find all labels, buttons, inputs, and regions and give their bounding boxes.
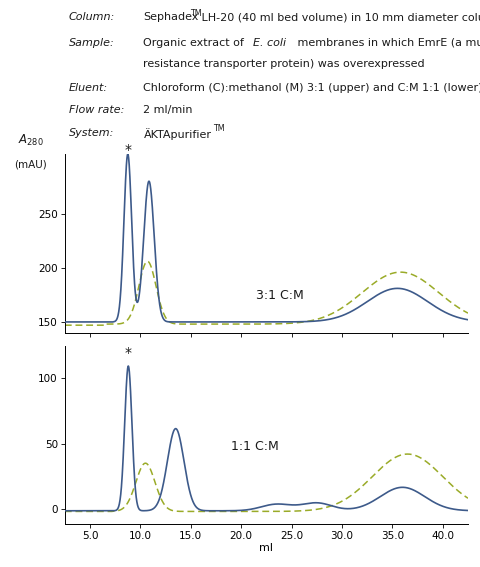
Text: E. coli: E. coli — [253, 37, 287, 48]
Text: $A_{280}$: $A_{280}$ — [18, 133, 44, 148]
Text: Sample:: Sample: — [69, 37, 115, 48]
Text: membranes in which EmrE (a multidrug: membranes in which EmrE (a multidrug — [294, 37, 480, 48]
Text: Organic extract of: Organic extract of — [144, 37, 248, 48]
Text: Sephadex: Sephadex — [144, 12, 199, 23]
Text: Flow rate:: Flow rate: — [69, 105, 124, 115]
Text: 3:1 C:M: 3:1 C:M — [256, 289, 304, 302]
Text: *: * — [125, 346, 132, 360]
Text: (mAU): (mAU) — [14, 159, 47, 170]
Text: Chloroform (C):methanol (M) 3:1 (upper) and C:M 1:1 (lower).: Chloroform (C):methanol (M) 3:1 (upper) … — [144, 83, 480, 93]
Text: ÄKTApurifier: ÄKTApurifier — [144, 128, 211, 139]
Text: Column:: Column: — [69, 12, 115, 23]
Text: LH-20 (40 ml bed volume) in 10 mm diameter column.: LH-20 (40 ml bed volume) in 10 mm diamet… — [198, 12, 480, 23]
Text: TM: TM — [190, 9, 201, 18]
X-axis label: ml: ml — [259, 543, 274, 553]
Text: TM: TM — [213, 125, 224, 133]
Text: 1:1 C:M: 1:1 C:M — [231, 440, 279, 452]
Text: Eluent:: Eluent: — [69, 83, 108, 93]
Text: *: * — [124, 143, 132, 158]
Text: resistance transporter protein) was overexpressed: resistance transporter protein) was over… — [144, 59, 425, 69]
Text: System:: System: — [69, 128, 114, 138]
Text: 2 ml/min: 2 ml/min — [144, 105, 193, 115]
